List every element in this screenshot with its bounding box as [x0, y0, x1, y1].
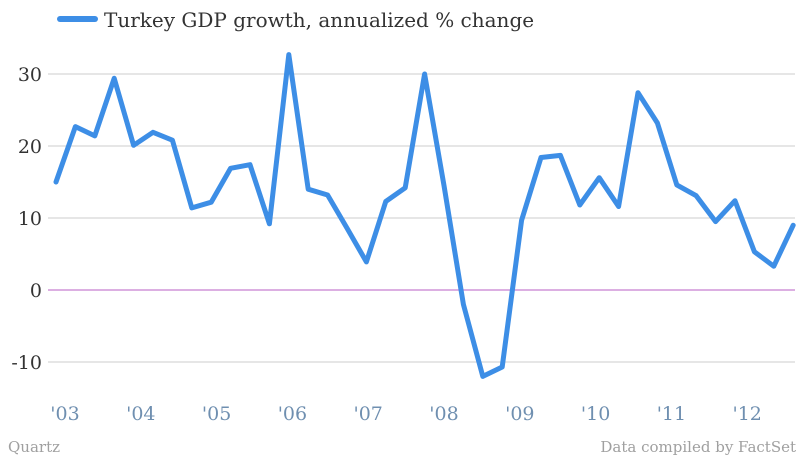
source-left: Quartz — [8, 438, 60, 456]
source-right: Data compiled by FactSet — [600, 438, 796, 456]
series-line — [53, 52, 796, 379]
x-tick-label: '09 — [505, 403, 534, 425]
x-tick-label: '04 — [126, 403, 155, 425]
x-axis: '03 '04 '05 '06 '07 '08 '09 '10 '11 '12 — [50, 403, 762, 425]
x-tick-label: '06 — [278, 403, 307, 425]
y-tick-label: 20 — [18, 136, 42, 158]
y-tick-label: -10 — [11, 352, 42, 374]
x-tick-label: '12 — [732, 403, 761, 425]
x-tick-label: '10 — [581, 403, 610, 425]
y-tick-label: 30 — [18, 64, 42, 86]
y-tick-label: 0 — [30, 280, 42, 302]
x-tick-label: '07 — [353, 403, 382, 425]
gridlines — [48, 73, 795, 363]
series-group — [53, 52, 796, 379]
legend-label: Turkey GDP growth, annualized % change — [104, 8, 534, 32]
x-tick-label: '05 — [202, 403, 231, 425]
y-tick-label: 10 — [18, 208, 42, 230]
legend: Turkey GDP growth, annualized % change — [57, 8, 534, 32]
x-tick-label: '03 — [50, 403, 79, 425]
x-tick-label: '08 — [429, 403, 458, 425]
x-tick-label: '11 — [657, 403, 686, 425]
y-axis: -10 0 10 20 30 — [11, 64, 42, 374]
